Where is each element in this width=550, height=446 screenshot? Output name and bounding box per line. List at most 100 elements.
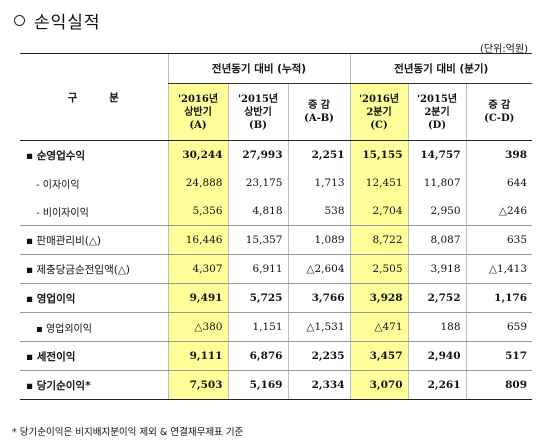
value-cell: 1,151 [227, 312, 288, 342]
value-cell: 2,235 [287, 341, 351, 371]
header-col-line: 2분기 [424, 106, 450, 118]
row-label: - 비이자이익 [20, 197, 168, 226]
value-cell: 9,491 [167, 283, 228, 313]
value-cell: 15,155 [349, 140, 409, 169]
value-cell: 5,356 [167, 197, 228, 226]
unit-label: (단위:억원) [480, 44, 528, 55]
table-row: ▪ 영업이익 9,491 5,725 3,766 3,928 2,752 1,176 [20, 283, 533, 313]
value-cell: △380 [167, 312, 228, 342]
header-col-2: '2015년 상반기 (B) [227, 83, 288, 141]
value-cell: 11,807 [407, 169, 467, 197]
value-cell: 3,928 [349, 283, 409, 313]
value-cell: 3,457 [349, 341, 409, 371]
value-cell: 2,261 [407, 370, 467, 400]
header-col-1: '2016년 상반기 (A) [167, 83, 228, 141]
value-cell: 659 [465, 312, 533, 342]
value-cell: 517 [465, 341, 533, 371]
value-cell: 2,505 [349, 254, 409, 284]
header-col-line: 2분기 [366, 106, 392, 118]
value-cell: 6,876 [227, 341, 288, 371]
header-row-groups: 구 분 전년동기 대비 (누적) 전년동기 대비 (분기) [20, 53, 533, 141]
value-cell: 2,950 [407, 197, 467, 226]
value-cell: 14,757 [407, 140, 467, 169]
header-col-line: (A-B) [304, 113, 334, 124]
header-col-line: 상반기 [184, 106, 212, 118]
value-cell: 12,451 [349, 169, 409, 197]
value-cell: 635 [465, 225, 533, 255]
header-col-line: 증 감 [488, 100, 511, 111]
value-cell: 15,357 [227, 225, 288, 255]
row-label: - 이자이익 [36, 179, 80, 191]
table-row: ▪ 세전이익 9,111 6,876 2,235 3,457 2,940 517 [20, 341, 533, 371]
value-cell: 4,307 [167, 254, 228, 284]
row-label: ▪ 판매관리비(△) [20, 225, 168, 255]
value-cell: 3,918 [407, 254, 467, 284]
row-label: ▪ 영업이익 [20, 283, 168, 313]
row-label: ▪ 영업외이익 [20, 312, 168, 342]
table-row: ▪ 순영업수익 30,244 27,993 2,251 15,155 14,757 398 [20, 140, 533, 169]
table-row: ▪ 영업외이익 △380 1,151 △1,531 △471 188 659 [20, 312, 533, 342]
header-col-3: 증 감 (A-B) [287, 83, 351, 141]
value-cell: 538 [287, 197, 351, 226]
value-cell: 644 [465, 169, 533, 197]
table-body: ▪ 순영업수익 30,244 27,993 2,251 15,155 14,757 398-… [20, 140, 533, 400]
header-row-columns: '2016년 상반기 (A) '2015년 상반기 (B) 증 감 (A-B) '2016년 2분… [20, 83, 533, 141]
table-row: ▪ 제충당금순전입액(△) 4,307 6,911 △2,604 2,505 3,918 △… [20, 254, 533, 284]
value-cell: 24,888 [167, 169, 228, 197]
table-row: - 이자이익 24,888 23,175 1,713 12,451 11,807 644 [20, 169, 533, 197]
value-cell: 4,818 [227, 197, 288, 226]
header-col-5: '2015년 2분기 (D) [407, 83, 467, 141]
header-col-line: (A) [189, 119, 207, 131]
header-col-line: 상반기 [244, 106, 272, 118]
row-label: ▪ 당기순이익* [20, 370, 168, 400]
header-col-6: 증 감 (C-D) [465, 83, 533, 141]
row-label: ▪ 제충당금순전입액(△) [20, 254, 168, 284]
income-table: 구 분 전년동기 대비 (누적) 전년동기 대비 (분기) '2016년 상반기(… [20, 53, 533, 400]
header-col-line: (D) [427, 119, 447, 131]
row-label: ▪ 세전이익 [20, 341, 168, 371]
header-group-quarter: 전년동기 대비 (분기) [349, 53, 533, 84]
table-row: ▪ 판매관리비(△) 16,446 15,357 1,089 8,722 8,087 635 [20, 225, 533, 255]
value-cell: 398 [465, 140, 533, 169]
value-cell: △1,531 [287, 312, 351, 342]
header-group-cumulative: 전년동기 대비 (누적) [167, 53, 351, 84]
circle-bullet-icon [14, 15, 25, 26]
value-cell: 3,070 [349, 370, 409, 400]
value-cell: △471 [349, 312, 409, 342]
value-cell: 23,175 [227, 169, 288, 197]
value-cell: △246 [465, 197, 533, 226]
value-cell: 8,722 [349, 225, 409, 255]
value-cell: 1,176 [465, 283, 533, 313]
header-col-line: (C) [370, 119, 388, 131]
header-col-line: '2015년 [237, 93, 279, 105]
value-cell: 9,111 [167, 341, 228, 371]
header-col-line: (B) [249, 119, 267, 131]
header-col-line: (C-D) [484, 113, 515, 124]
value-cell: 2,752 [407, 283, 467, 313]
value-cell: 27,993 [227, 140, 288, 169]
footnote: * 당기순이익은 비지배지분이익 제외 & 연결재무제표 기준 [12, 427, 244, 438]
value-cell: 2,704 [349, 197, 409, 226]
value-cell: 6,911 [227, 254, 288, 284]
section-title-text: 손익실적 [34, 13, 101, 33]
value-cell: 5,169 [227, 370, 288, 400]
value-cell: 188 [407, 312, 467, 342]
value-cell: 809 [465, 370, 533, 400]
section-title: 손익실적 [14, 8, 101, 33]
value-cell: 30,244 [167, 140, 228, 169]
row-label: ▪ 순영업수익 [26, 149, 86, 162]
value-cell: 7,503 [167, 370, 228, 400]
value-cell: 2,251 [287, 140, 351, 169]
header-col-line: '2016년 [358, 93, 400, 105]
value-cell: 16,446 [167, 225, 228, 255]
value-cell: 2,334 [287, 370, 351, 400]
value-cell: 2,940 [407, 341, 467, 371]
value-cell: △2,604 [287, 254, 351, 284]
header-col-line: 증 감 [308, 100, 330, 111]
value-cell: 8,087 [407, 225, 467, 255]
table-row: - 비이자이익 5,356 4,818 538 2,704 2,950 △246 [20, 197, 533, 226]
header-col-4: '2016년 2분기 (C) [349, 83, 409, 141]
header-col-line: '2016년 [177, 93, 219, 105]
value-cell: 1,713 [287, 169, 351, 197]
value-cell: 1,089 [287, 225, 351, 255]
